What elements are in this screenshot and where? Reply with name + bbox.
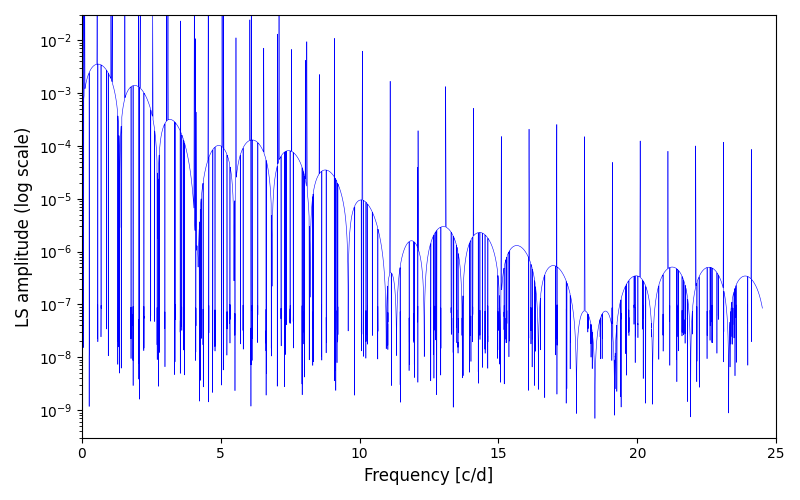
Y-axis label: LS amplitude (log scale): LS amplitude (log scale) (15, 126, 33, 326)
X-axis label: Frequency [c/d]: Frequency [c/d] (364, 467, 494, 485)
